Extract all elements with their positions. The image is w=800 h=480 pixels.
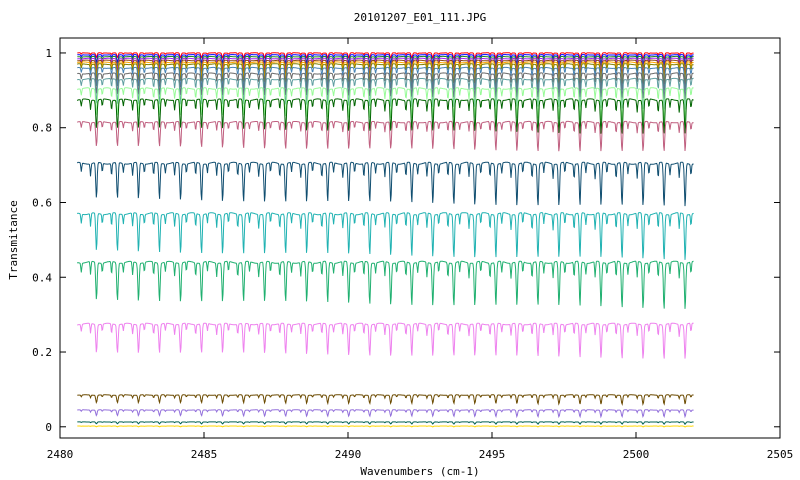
series-lines: [76, 52, 694, 428]
series-line: [76, 212, 694, 260]
x-axis-label: Wavenumbers (cm-1): [360, 465, 479, 478]
x-tick-label: 2495: [479, 448, 506, 461]
plot-frame: [59, 37, 781, 439]
series-line: [77, 77, 694, 110]
series-line: [77, 394, 694, 406]
series-line: [77, 421, 694, 425]
series-line: [76, 322, 694, 359]
axis-ticks: 2480 2485 2490 2495 2500 2505 0 0.2 0.4 0.6 0.8 1: [32, 38, 793, 461]
series-line: [76, 161, 694, 207]
series-line: [76, 120, 694, 152]
y-tick-label: 0.4: [32, 271, 52, 284]
chart-title: 20101207_E01_111.JPG: [354, 11, 486, 24]
y-axis-label: Transmitance: [7, 200, 20, 279]
series-line: [77, 52, 694, 60]
x-tick-label: 2485: [191, 448, 218, 461]
series-line: [77, 425, 694, 428]
x-tick-label: 2500: [623, 448, 650, 461]
y-tick-label: 1: [45, 47, 52, 60]
series-line: [76, 260, 694, 309]
y-tick-label: 0: [45, 421, 52, 434]
x-tick-label: 2480: [47, 448, 74, 461]
series-line: [76, 98, 694, 134]
x-tick-label: 2505: [767, 448, 794, 461]
series-line: [76, 87, 694, 121]
y-tick-label: 0.6: [32, 196, 52, 209]
series-line: [77, 409, 694, 419]
x-tick-label: 2490: [335, 448, 362, 461]
y-tick-label: 0.8: [32, 122, 52, 135]
y-tick-label: 0.2: [32, 346, 52, 359]
